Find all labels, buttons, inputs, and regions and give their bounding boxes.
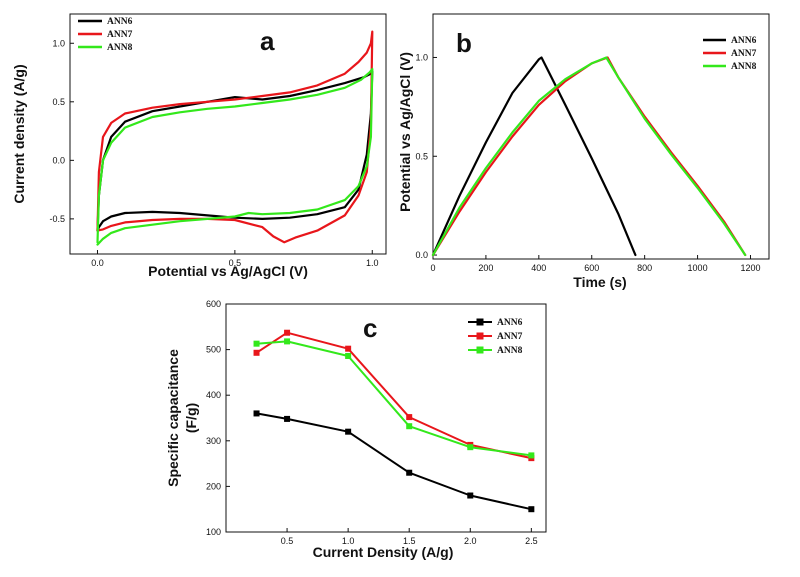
legend-c-marker-ann7 — [476, 332, 484, 340]
panel-c-point-ann6-5 — [528, 506, 535, 513]
panel-c-ytick-label-600: 600 — [206, 299, 221, 309]
panel-b-xtick-label-0: 0 — [430, 263, 435, 273]
panel-c-xtick-label-1-5: 1.5 — [403, 536, 416, 546]
panel-c-ylabel-line1: Specific capacitance — [165, 349, 181, 487]
panel-c-point-ann8-1 — [284, 338, 291, 345]
panel-c-series-ann8 — [255, 340, 533, 457]
legend-a-label-ann7: ANN7 — [107, 30, 133, 40]
panel-c-point-ann8-2 — [345, 352, 352, 359]
panel-c-point-ann8-3 — [406, 423, 413, 430]
panel-a-ytick-label--0-5: -0.5 — [49, 214, 65, 224]
panel-a-xtick-label-1-0: 1.0 — [366, 258, 379, 268]
panel-c-ylabel-line2: (F/g) — [183, 403, 199, 433]
panel-c-point-ann6-2 — [345, 428, 352, 435]
panel-c-point-ann6-3 — [406, 469, 413, 476]
panel-c-ticks: 0.5 1.0 1.5 2.0 2.5 100 200 300 400 500 600 — [206, 299, 538, 546]
panel-c-point-ann6-0 — [253, 410, 260, 417]
panel-c-series — [253, 329, 535, 513]
panel-c-point-ann7-0 — [253, 349, 260, 356]
panel-a-ytick-label-1-0: 1.0 — [52, 38, 65, 48]
panel-b-xtick-label-800: 800 — [637, 263, 652, 273]
panel-a: 0.0 0.5 1.0 -0.5 0.0 0.5 1.0 a Potential vs Ag… — [11, 13, 387, 279]
panel-c-ytick-label-500: 500 — [206, 345, 221, 355]
panel-c-series-ann7 — [255, 331, 533, 460]
panel-a-series-ann8 — [96, 67, 374, 246]
panel-c-xtick-label-2-0: 2.0 — [464, 536, 477, 546]
panel-a-legend: ANN6 ANN7 ANN8 — [78, 17, 133, 53]
panel-b-ytick-label-0-5: 0.5 — [415, 151, 428, 161]
panel-b-frame — [432, 13, 770, 260]
legend-c-label-ann8: ANN8 — [497, 346, 523, 356]
panel-b-xtick-label-1000: 1000 — [688, 263, 708, 273]
panel-c-point-ann8-4 — [467, 444, 474, 451]
panel-c-ytick-label-200: 200 — [206, 481, 221, 491]
panel-b-letter: b — [456, 28, 472, 58]
legend-a-label-ann6: ANN6 — [107, 17, 133, 27]
legend-b-label-ann6: ANN6 — [731, 36, 757, 46]
panel-c-point-ann6-1 — [284, 415, 291, 422]
panel-a-series-ann6 — [96, 70, 374, 232]
panel-b-ytick-label-0-0: 0.0 — [415, 250, 428, 260]
panel-b-series-ann8 — [431, 56, 747, 257]
panel-b-xlabel: Time (s) — [573, 274, 626, 290]
panel-b-legend: ANN6 ANN7 ANN8 — [703, 36, 757, 72]
panel-b-xtick-label-1200: 1200 — [740, 263, 760, 273]
panel-a-xtick-label-0-5: 0.5 — [229, 258, 242, 268]
panel-b: 0 200 400 600 800 1000 1200 0.0 0.5 1.0 b Time (s… — [397, 13, 770, 290]
panel-a-ytick-label-0-5: 0.5 — [52, 97, 65, 107]
panel-a-xlabel: Potential vs Ag/AgCl (V) — [148, 263, 308, 279]
panel-c-point-ann7-3 — [406, 414, 413, 421]
panel-a-series — [96, 30, 374, 246]
panel-c-xtick-label-2-5: 2.5 — [525, 536, 538, 546]
panel-b-series — [431, 56, 747, 257]
panel-c-ytick-label-400: 400 — [206, 390, 221, 400]
panel-c-xlabel: Current Density (A/g) — [313, 544, 454, 560]
panel-b-xtick-label-200: 200 — [478, 263, 493, 273]
legend-a-label-ann8: ANN8 — [107, 43, 133, 53]
legend-c-marker-ann6 — [476, 318, 484, 326]
panel-c-point-ann7-2 — [345, 345, 352, 352]
panel-b-ticks: 0 200 400 600 800 1000 1200 0.0 0.5 1.0 — [415, 52, 760, 273]
panel-c-point-ann8-0 — [253, 340, 260, 347]
panel-c-legend: ANN6 ANN7 ANN8 — [468, 318, 523, 356]
panel-a-ylabel: Current density (A/g) — [11, 64, 27, 203]
panel-b-ylabel: Potential vs Ag/AgCl (V) — [397, 52, 413, 212]
legend-c-label-ann6: ANN6 — [497, 318, 523, 328]
panel-b-series-ann6 — [431, 56, 637, 257]
legend-b-label-ann7: ANN7 — [731, 49, 757, 59]
panel-a-xtick-label-0-0: 0.0 — [91, 258, 104, 268]
panel-c-point-ann6-4 — [467, 492, 474, 499]
panel-c-ytick-label-100: 100 — [206, 527, 221, 537]
panel-a-letter: a — [260, 26, 275, 56]
panel-c-xtick-label-0-5: 0.5 — [281, 536, 294, 546]
panel-a-ticks: 0.0 0.5 1.0 -0.5 0.0 0.5 1.0 — [49, 38, 378, 268]
panel-c-frame — [225, 303, 547, 533]
panel-c: 0.5 1.0 1.5 2.0 2.5 100 200 300 400 500 600 c Curr… — [165, 299, 547, 560]
panel-c-series-ann6 — [255, 412, 533, 511]
panel-b-ytick-label-1-0: 1.0 — [415, 52, 428, 62]
panel-c-xtick-label-1-0: 1.0 — [342, 536, 355, 546]
panel-a-ytick-label-0-0: 0.0 — [52, 155, 65, 165]
panel-c-point-ann8-5 — [528, 452, 535, 459]
legend-c-label-ann7: ANN7 — [497, 332, 523, 342]
panel-a-frame — [69, 13, 387, 255]
legend-b-label-ann8: ANN8 — [731, 62, 757, 72]
panel-c-letter: c — [363, 313, 377, 343]
legend-c-marker-ann8 — [476, 346, 484, 354]
panel-c-ytick-label-300: 300 — [206, 436, 221, 446]
panel-b-xtick-label-400: 400 — [531, 263, 546, 273]
panel-c-point-ann7-1 — [284, 329, 291, 336]
panel-b-xtick-label-600: 600 — [584, 263, 599, 273]
